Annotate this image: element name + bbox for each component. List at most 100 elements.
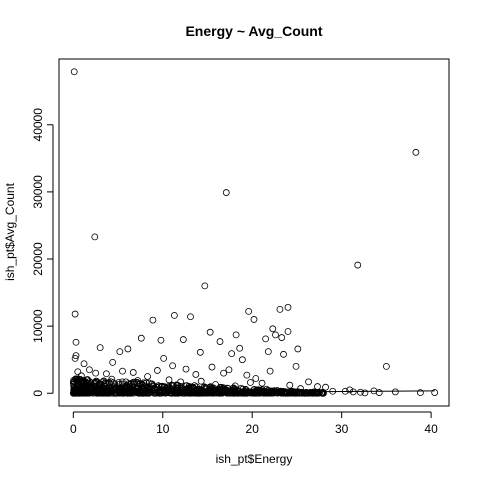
data-point bbox=[286, 389, 294, 397]
data-point bbox=[195, 389, 203, 397]
data-point bbox=[83, 384, 91, 391]
x-tick-label: 10 bbox=[156, 422, 170, 436]
data-point bbox=[382, 362, 390, 370]
data-point bbox=[375, 389, 383, 396]
data-point bbox=[95, 385, 103, 393]
data-point bbox=[391, 388, 399, 396]
data-point bbox=[103, 370, 110, 378]
data-point bbox=[72, 338, 80, 346]
data-point bbox=[412, 148, 420, 156]
data-point bbox=[72, 352, 80, 360]
data-point bbox=[192, 371, 200, 378]
data-point bbox=[269, 389, 277, 397]
data-point bbox=[225, 366, 233, 374]
x-tick-label: 0 bbox=[70, 422, 77, 436]
data-point bbox=[294, 345, 302, 353]
data-point bbox=[123, 387, 131, 395]
data-point bbox=[305, 378, 312, 386]
data-point bbox=[144, 386, 152, 394]
data-point bbox=[133, 378, 141, 386]
data-point bbox=[272, 331, 279, 339]
data-point bbox=[292, 362, 300, 370]
data-point bbox=[278, 334, 286, 341]
data-point bbox=[109, 358, 117, 366]
data-point bbox=[86, 366, 93, 374]
data-point bbox=[72, 387, 80, 395]
data-point bbox=[265, 389, 273, 397]
data-point bbox=[361, 389, 369, 397]
x-axis: 0 10 20 30 40 bbox=[70, 411, 438, 436]
data-point bbox=[146, 385, 153, 392]
y-tick-label: 30000 bbox=[31, 175, 45, 209]
data-point bbox=[165, 376, 173, 384]
y-tick-label: 0 bbox=[31, 390, 45, 397]
data-point bbox=[111, 382, 119, 390]
x-tick-label: 20 bbox=[246, 422, 260, 436]
data-point bbox=[128, 388, 135, 396]
data-point bbox=[137, 334, 145, 342]
data-point bbox=[216, 389, 224, 397]
data-point bbox=[111, 385, 119, 393]
data-point bbox=[153, 367, 161, 374]
data-point bbox=[319, 389, 327, 397]
data-point bbox=[70, 68, 78, 76]
data-point bbox=[181, 389, 188, 397]
data-point bbox=[77, 377, 85, 385]
data-point bbox=[208, 363, 216, 371]
data-point bbox=[160, 354, 168, 362]
data-point bbox=[124, 345, 132, 353]
data-point bbox=[243, 371, 251, 379]
data-point bbox=[197, 389, 204, 397]
data-point bbox=[314, 383, 321, 390]
y-axis-label: ish_pt$Avg_Count bbox=[3, 182, 17, 281]
data-point bbox=[232, 331, 240, 339]
data-point bbox=[284, 303, 292, 311]
data-point bbox=[247, 379, 254, 386]
data-point bbox=[280, 350, 287, 358]
data-point bbox=[161, 387, 169, 394]
y-tick-label: 40000 bbox=[31, 108, 45, 142]
data-point bbox=[80, 360, 88, 368]
y-axis: 0 10000 20000 30000 40000 bbox=[31, 108, 54, 397]
data-point bbox=[303, 389, 310, 397]
data-point bbox=[167, 389, 175, 397]
data-point bbox=[229, 385, 237, 392]
data-point bbox=[116, 348, 124, 356]
x-tick-label: 40 bbox=[424, 422, 438, 436]
data-point bbox=[170, 311, 178, 319]
data-point bbox=[264, 348, 272, 356]
data-point bbox=[71, 354, 79, 362]
data-points bbox=[69, 68, 439, 397]
data-point bbox=[241, 389, 249, 397]
data-point bbox=[157, 336, 165, 344]
data-point bbox=[129, 369, 137, 376]
data-point bbox=[245, 307, 253, 315]
data-point bbox=[149, 316, 157, 324]
trend-line-group bbox=[73, 390, 435, 394]
data-point bbox=[187, 313, 194, 321]
data-point bbox=[322, 383, 329, 391]
x-tick-label: 30 bbox=[335, 422, 349, 436]
data-point bbox=[179, 336, 187, 343]
data-point bbox=[201, 282, 209, 290]
data-point bbox=[257, 387, 265, 395]
data-point bbox=[72, 388, 79, 396]
data-point bbox=[220, 369, 227, 377]
data-point bbox=[354, 261, 362, 269]
data-point bbox=[119, 367, 126, 375]
trend-line bbox=[73, 390, 435, 394]
data-point bbox=[258, 379, 266, 387]
data-point bbox=[105, 379, 113, 386]
data-point bbox=[92, 369, 100, 377]
data-point bbox=[222, 189, 230, 196]
chart-title: Energy ~ Avg_Count bbox=[185, 23, 322, 39]
data-point bbox=[250, 316, 258, 323]
data-point bbox=[303, 389, 311, 397]
data-point bbox=[416, 389, 424, 397]
y-tick-label: 10000 bbox=[31, 309, 45, 343]
data-point bbox=[315, 388, 323, 396]
data-point bbox=[182, 365, 190, 373]
data-point bbox=[189, 389, 197, 397]
data-point bbox=[236, 344, 244, 352]
data-point bbox=[122, 378, 130, 386]
